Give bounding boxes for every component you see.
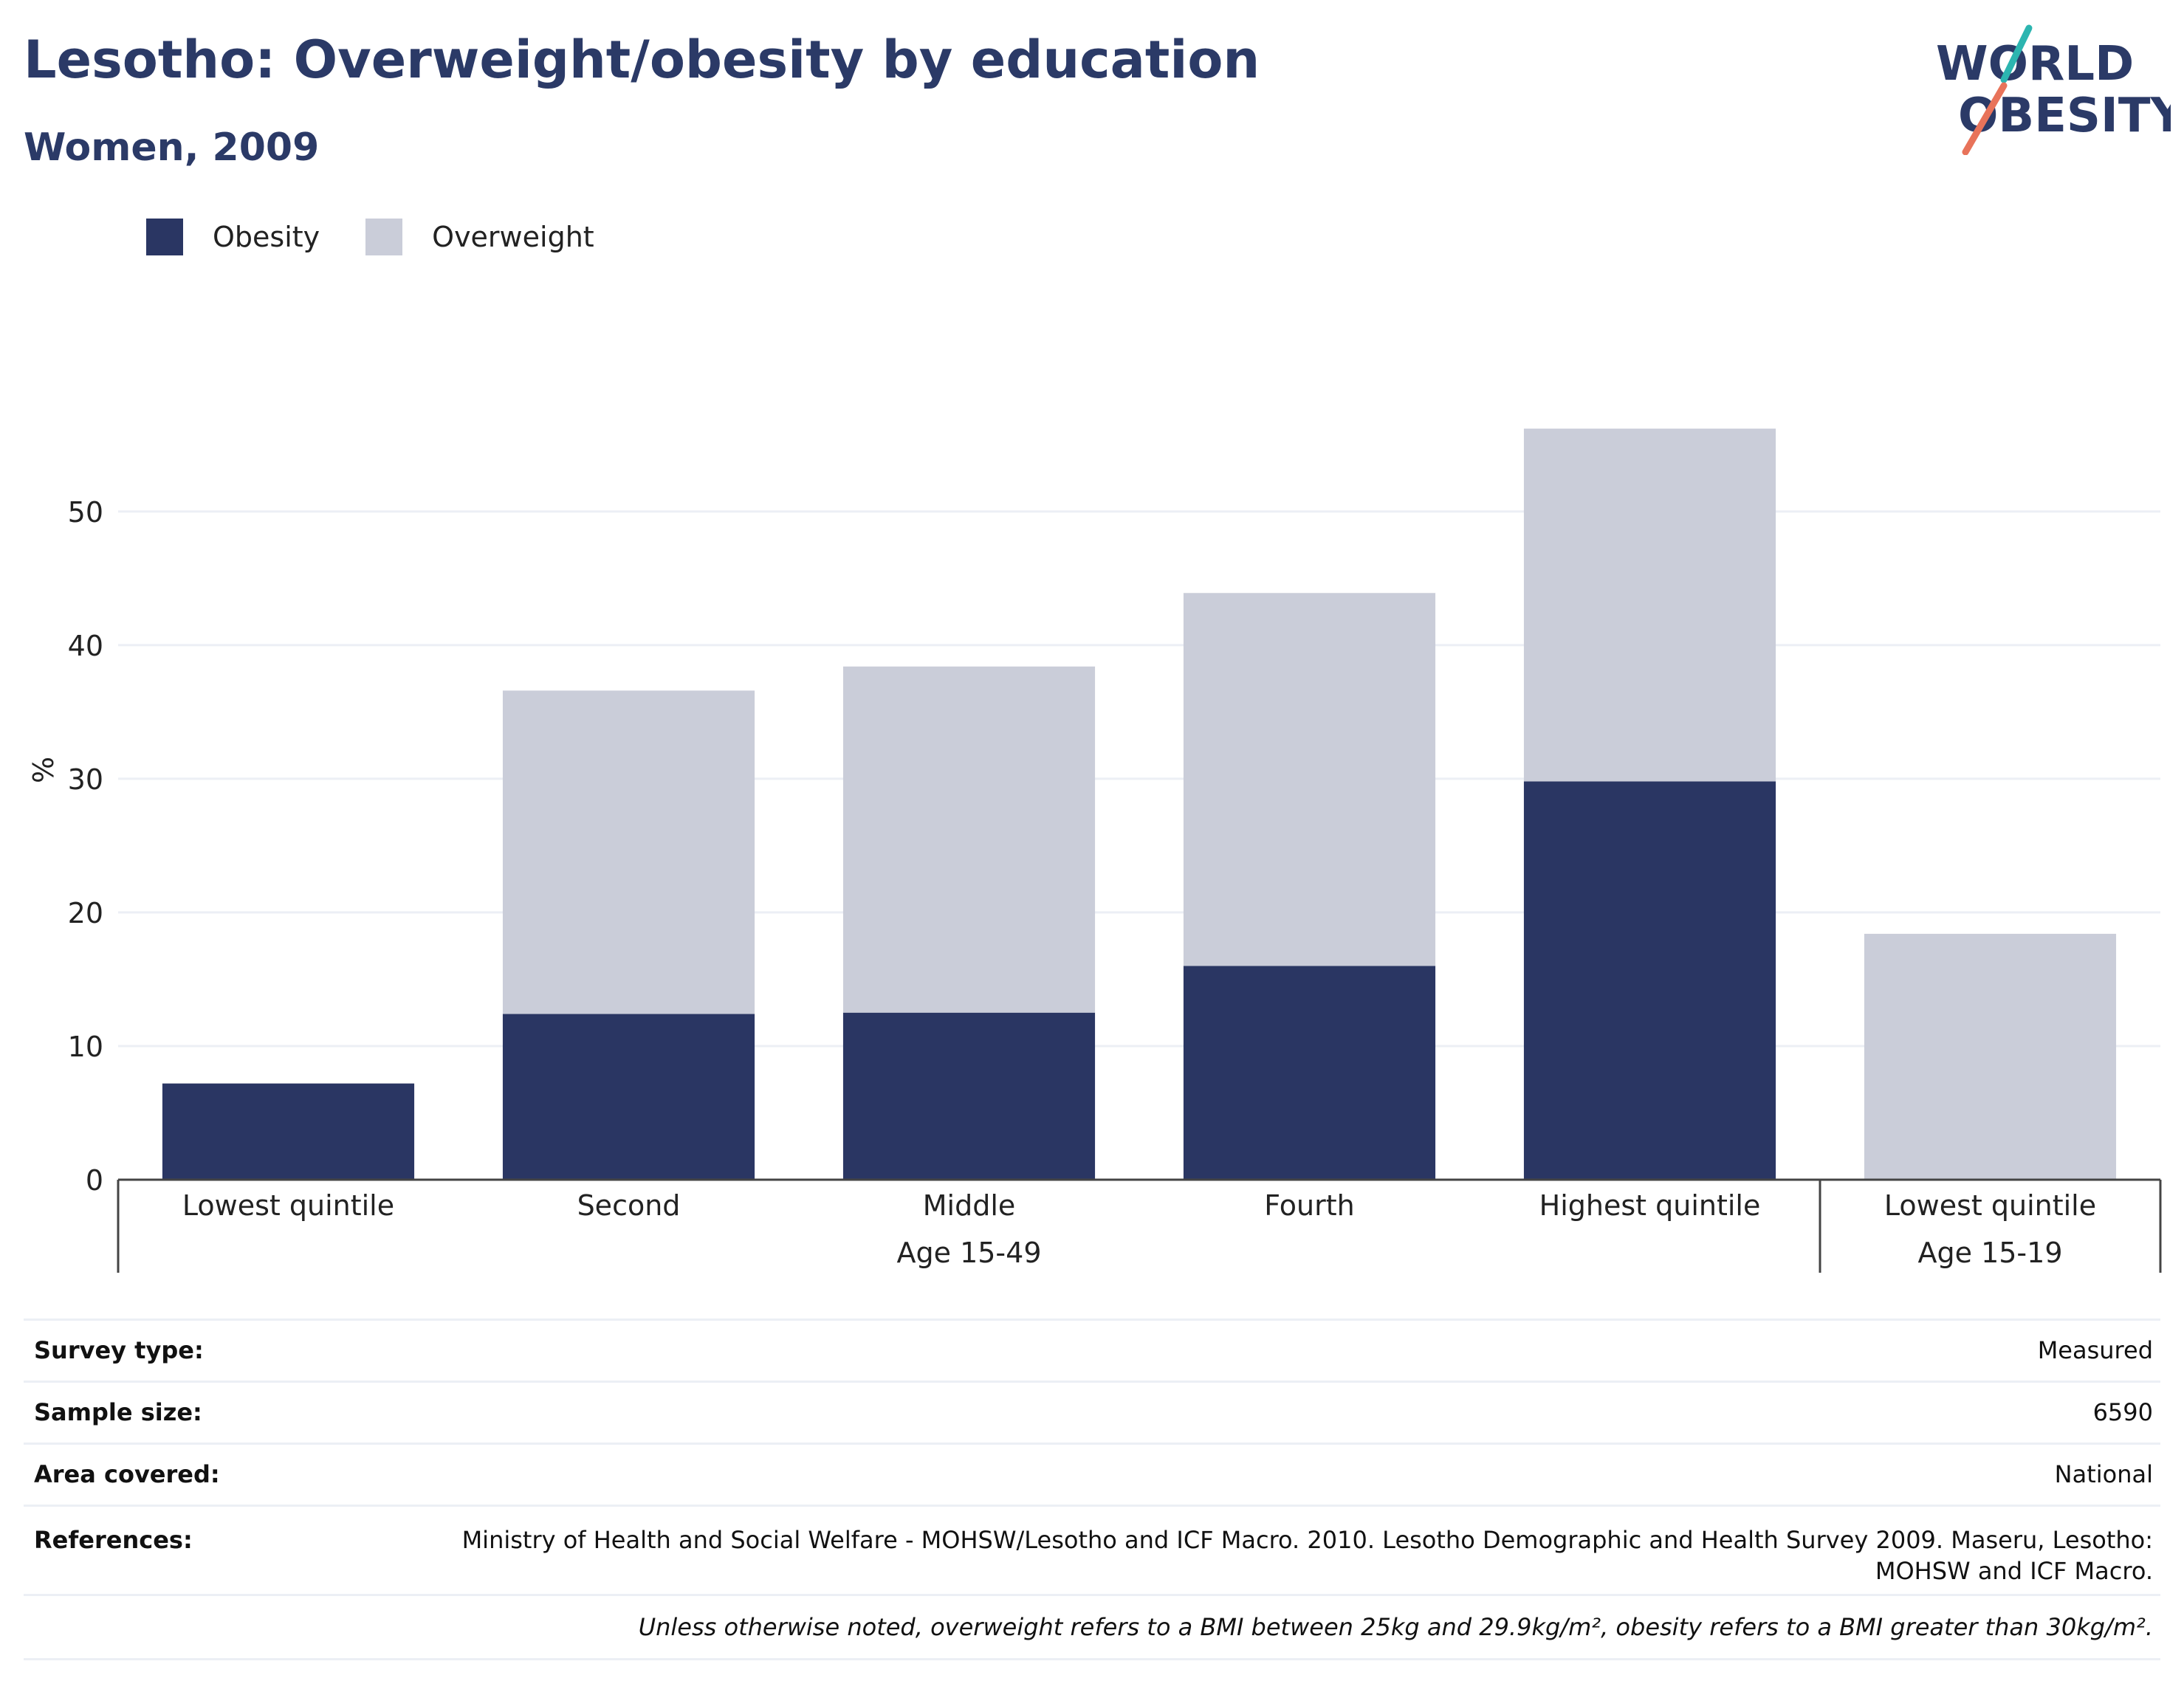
info-row-area-covered: Area covered: National — [24, 1443, 2160, 1505]
x-tick-label-4: Highest quintile — [1539, 1189, 1761, 1222]
info-row-references: References: Ministry of Health and Socia… — [24, 1505, 2160, 1594]
y-tick-label-50: 50 — [68, 496, 103, 529]
references-value: Ministry of Health and Social Welfare - … — [461, 1526, 2153, 1585]
bar-overweight-5 — [1864, 933, 2117, 1180]
bar-overweight-4 — [1523, 428, 1776, 782]
world-obesity-logo: WORLD OBESITY — [1936, 24, 2171, 155]
page-title: Lesotho: Overweight/obesity by education — [24, 30, 1260, 90]
info-row-footnote: Unless otherwise noted, overweight refer… — [24, 1594, 2160, 1660]
bar-obesity-2 — [842, 1012, 1096, 1180]
group-label-1: Age 15-19 — [1918, 1237, 2063, 1269]
sample-size-label: Sample size: — [34, 1398, 202, 1426]
bar-overweight-2 — [842, 666, 1096, 1013]
survey-type-value: Measured — [2037, 1336, 2153, 1364]
legend-swatch-obesity — [146, 219, 183, 255]
x-tick-label-5: Lowest quintile — [1884, 1189, 2096, 1222]
info-row-sample-size: Sample size: 6590 — [24, 1381, 2160, 1443]
area-covered-label: Area covered: — [34, 1460, 220, 1488]
bar-chart: 0 10 20 30 40 50% Lowest quintile Second Middle F… — [27, 428, 2162, 1273]
chart-legend: Obesity Overweight — [146, 219, 640, 255]
legend-label-obesity: Obesity — [213, 221, 320, 253]
logo-accent-coral — [1962, 82, 2008, 155]
y-tick-label-30: 30 — [68, 763, 103, 796]
y-tick-label-40: 40 — [68, 630, 103, 662]
group-label-0: Age 15-49 — [897, 1237, 1042, 1269]
x-tick-label-0: Lowest quintile — [182, 1189, 394, 1222]
x-tick-label-3: Fourth — [1264, 1189, 1354, 1222]
survey-info-table: Survey type: Measured Sample size: 6590 … — [24, 1318, 2160, 1660]
y-axis-label: % — [27, 757, 60, 783]
y-tick-label-20: 20 — [68, 897, 103, 929]
bar-obesity-3 — [1183, 966, 1436, 1180]
logo-line1: WORLD — [1936, 37, 2134, 92]
bar-overweight-1 — [502, 690, 755, 1014]
y-tick-label-10: 10 — [68, 1031, 103, 1063]
legend-item-overweight: Overweight — [365, 219, 594, 255]
bar-overweight-3 — [1183, 593, 1436, 966]
legend-swatch-overweight — [365, 219, 403, 255]
survey-type-label: Survey type: — [34, 1336, 204, 1364]
legend-label-overweight: Overweight — [432, 221, 594, 253]
bar-obesity-0 — [162, 1083, 415, 1180]
sample-size-value: 6590 — [2092, 1398, 2153, 1426]
area-covered-value: National — [2054, 1460, 2153, 1488]
references-label: References: — [34, 1526, 193, 1554]
bar-obesity-4 — [1523, 781, 1776, 1180]
info-row-survey-type: Survey type: Measured — [24, 1318, 2160, 1381]
legend-item-obesity: Obesity — [146, 219, 320, 255]
y-tick-label-0: 0 — [86, 1164, 103, 1197]
footnote-text: Unless otherwise noted, overweight refer… — [638, 1613, 2153, 1641]
logo-accent-teal — [2000, 24, 2033, 83]
bar-obesity-1 — [502, 1014, 755, 1180]
x-tick-label-2: Middle — [923, 1189, 1016, 1222]
page-subtitle: Women, 2009 — [24, 126, 320, 170]
x-tick-label-1: Second — [577, 1189, 681, 1222]
